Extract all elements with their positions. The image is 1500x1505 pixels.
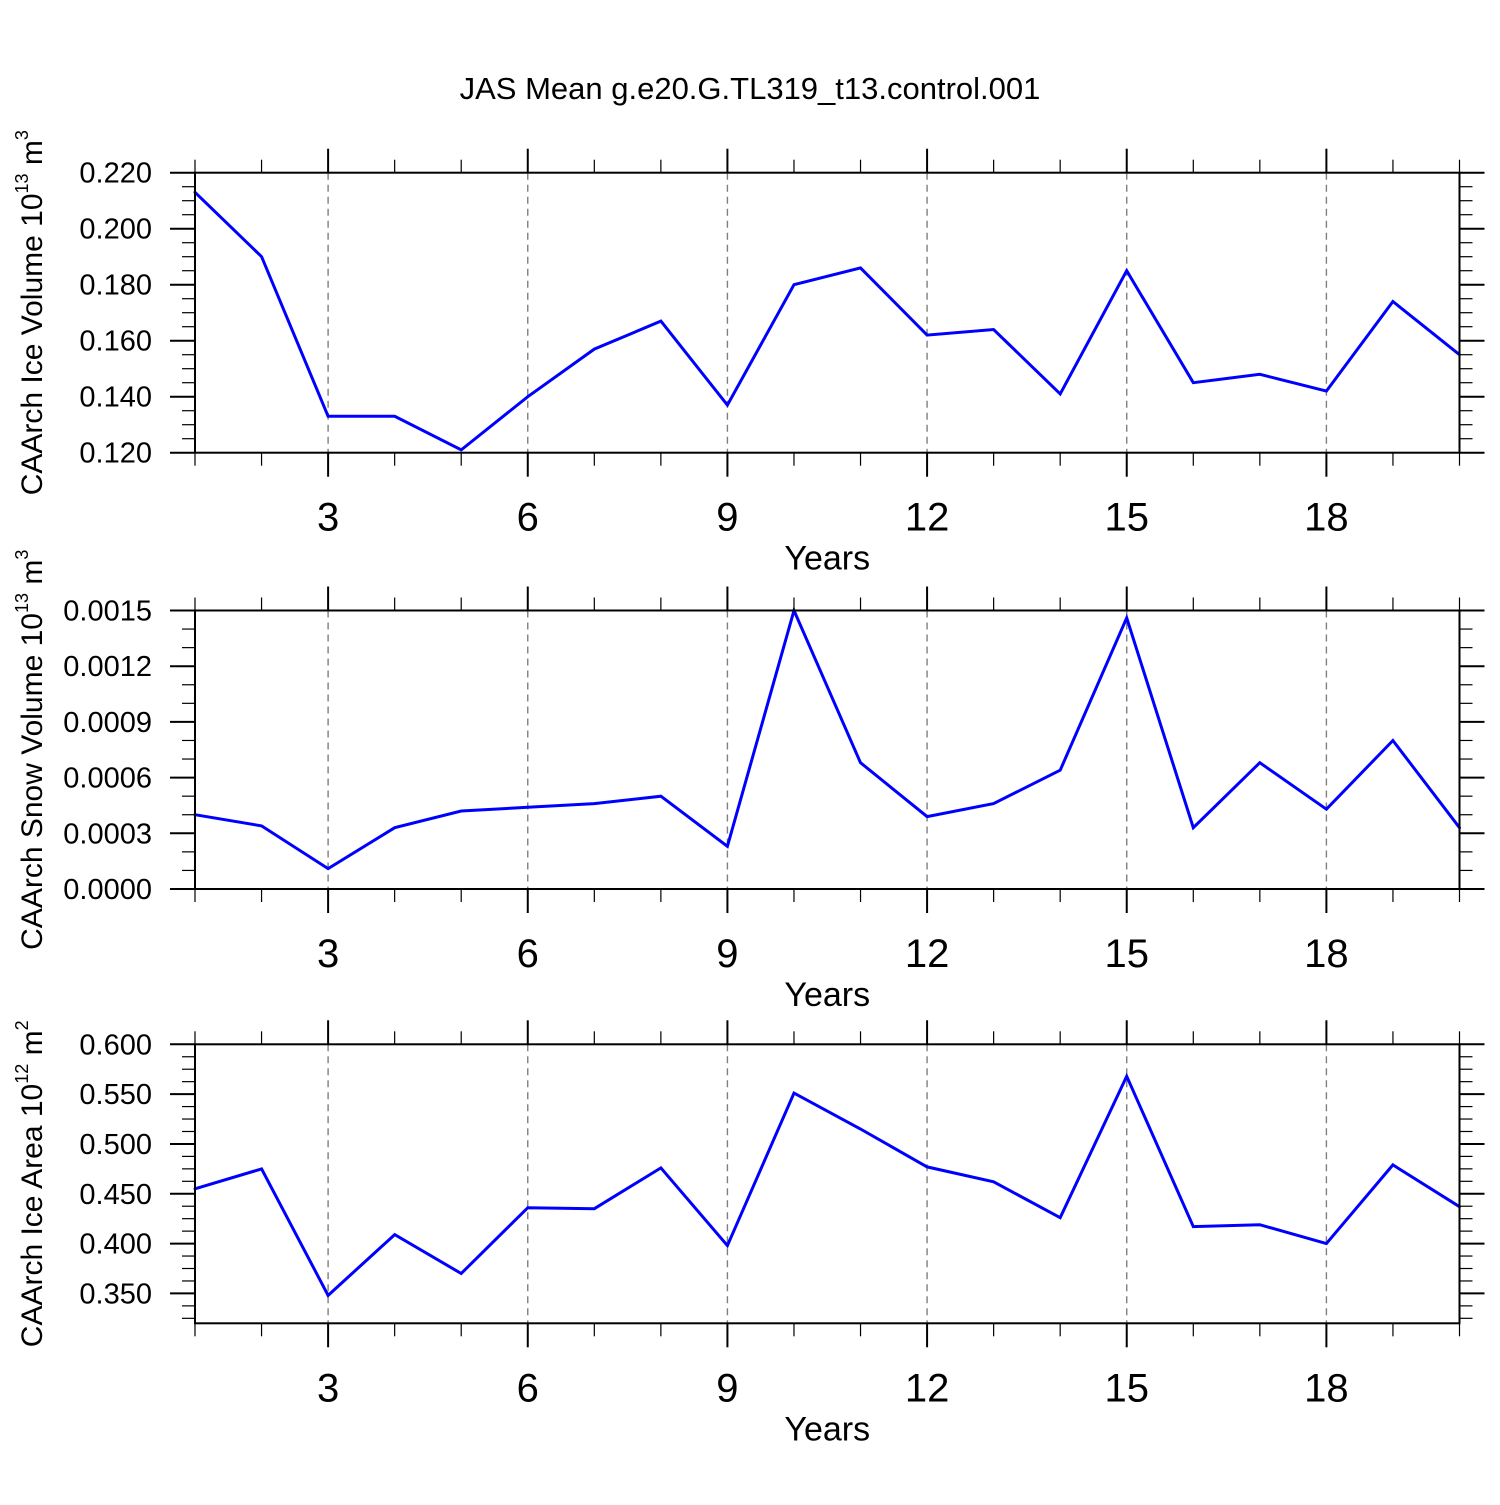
y-tick-label: 0.350 [79, 1278, 152, 1310]
y-tick-label: 0.140 [79, 382, 152, 414]
x-tick-label: 18 [1304, 1366, 1349, 1410]
y-tick-label: 0.0000 [63, 874, 152, 906]
x-tick-label: 12 [905, 932, 950, 976]
x-tick-label: 15 [1104, 1366, 1149, 1410]
y-tick-label: 0.220 [79, 158, 152, 190]
plot-box [194, 609, 1461, 890]
y-tick-label: 0.120 [79, 438, 152, 470]
x-axis-title: Years [784, 1410, 870, 1448]
y-tick-label: 0.0003 [63, 818, 152, 850]
y-axis-title: CAArch Ice Volume 1013 m3 [12, 130, 49, 495]
x-tick-label: 9 [716, 496, 738, 540]
y-tick-label: 0.160 [79, 326, 152, 358]
y-tick-label: 0.600 [79, 1029, 152, 1061]
series-line-ice-area [193, 1072, 1461, 1298]
y-tick-label: 0.200 [79, 214, 152, 246]
y-tick-label: 0.0006 [63, 763, 152, 795]
series-line-snow-volume [193, 606, 1461, 871]
y-axis-title: CAArch Snow Volume 1013 m3 [12, 550, 49, 950]
x-tick-label: 18 [1304, 496, 1349, 540]
x-axis-title: Years [784, 540, 870, 578]
x-tick-label: 9 [716, 1366, 738, 1410]
x-tick-label: 15 [1104, 932, 1149, 976]
x-tick-label: 9 [716, 932, 738, 976]
chart-ice-area: 0.350 0.400 0.450 0.500 0.550 0.600 3 6 9 12 15 18 Y… [12, 1020, 1485, 1448]
plot-box [194, 1043, 1461, 1325]
x-tick-label: 3 [317, 1366, 339, 1410]
y-axis-title: CAArch Ice Area 1012 m2 [12, 1020, 49, 1347]
x-tick-label: 18 [1304, 932, 1349, 976]
y-tick-label: 0.450 [79, 1179, 152, 1211]
x-tick-label: 6 [517, 1366, 539, 1410]
x-tick-label: 3 [317, 496, 339, 540]
y-tick-label: 0.550 [79, 1079, 152, 1111]
x-tick-label: 12 [905, 1366, 950, 1410]
y-tick-label: 0.0009 [63, 707, 152, 739]
x-tick-label: 12 [905, 496, 950, 540]
y-tick-label: 0.0015 [63, 596, 152, 628]
x-tick-label: 6 [517, 496, 539, 540]
y-tick-label: 0.180 [79, 270, 152, 302]
x-tick-label: 3 [317, 932, 339, 976]
chart-ice-volume: 0.120 0.140 0.160 0.180 0.200 0.220 3 6 9 12 15 18 Y… [12, 130, 1485, 578]
plot-box [194, 171, 1461, 454]
series-line-ice-volume [193, 190, 1461, 452]
x-tick-label: 6 [517, 932, 539, 976]
y-tick-label: 0.500 [79, 1129, 152, 1161]
x-axis-title: Years [784, 976, 870, 1014]
figure-title: JAS Mean g.e20.G.TL319_t13.control.001 [459, 71, 1041, 106]
y-tick-label: 0.400 [79, 1229, 152, 1261]
y-tick-label: 0.0012 [63, 651, 152, 683]
chart-snow-volume: 0.0000 0.0003 0.0006 0.0009 0.0012 0.0015 3 6 9 1… [12, 550, 1485, 1014]
x-tick-label: 15 [1104, 496, 1149, 540]
